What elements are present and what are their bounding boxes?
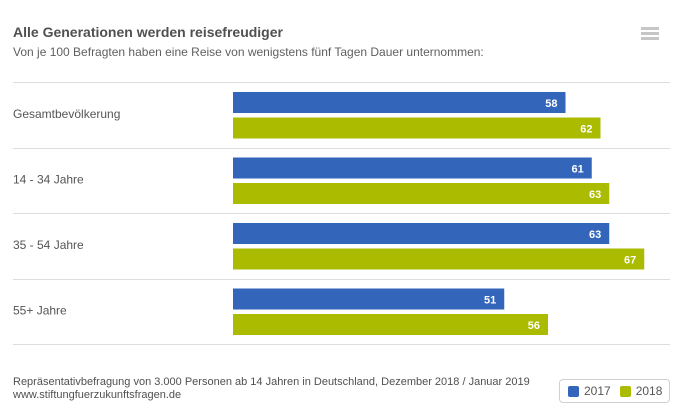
source-note: Repräsentativbefragung von 3.000 Persone… (13, 376, 530, 388)
legend-item-2017[interactable]: 2017 (568, 384, 611, 398)
chart-subtitle: Von je 100 Befragten haben eine Reise vo… (13, 45, 484, 59)
category-label: 35 - 54 Jahre (13, 238, 84, 252)
chart-footer: Repräsentativbefragung von 3.000 Persone… (13, 376, 530, 402)
data-label: 58 (545, 98, 557, 110)
data-label: 56 (528, 320, 540, 332)
hamburger-menu-icon[interactable] (641, 27, 659, 41)
legend-swatch-2017 (568, 385, 579, 397)
bar-2018[interactable] (233, 183, 610, 204)
bar-chart: Gesamtbevölkerung 58 62 14 - 34 Jahre 61 63 35… (13, 82, 670, 345)
legend: 2017 2018 (559, 379, 670, 403)
bar-2018[interactable] (233, 314, 548, 335)
data-label: 51 (484, 295, 496, 307)
category-label: 55+ Jahre (13, 304, 67, 318)
bar-2018[interactable] (233, 248, 645, 270)
category-label: 14 - 34 Jahre (13, 173, 84, 187)
bar-2017[interactable] (233, 92, 566, 113)
bar-2018[interactable] (233, 117, 601, 139)
source-website: www.stiftungfuerzukunftsfragen.de (13, 389, 182, 401)
bar-2017[interactable] (233, 223, 610, 244)
legend-swatch-2018 (619, 385, 631, 397)
category-label: Gesamtbevölkerung (13, 107, 120, 121)
data-label: 63 (589, 189, 601, 201)
chart-title: Alle Generationen werden reisefreudiger (13, 24, 283, 40)
data-label: 63 (589, 229, 601, 241)
legend-label-2017: 2017 (584, 384, 611, 398)
data-label: 61 (572, 164, 584, 176)
data-label: 67 (624, 255, 636, 267)
bar-2017[interactable] (233, 288, 505, 310)
legend-label-2018: 2018 (635, 384, 663, 398)
data-label: 62 (580, 124, 592, 136)
legend-item-2018[interactable]: 2018 (619, 384, 663, 398)
bar-2017[interactable] (233, 157, 592, 179)
